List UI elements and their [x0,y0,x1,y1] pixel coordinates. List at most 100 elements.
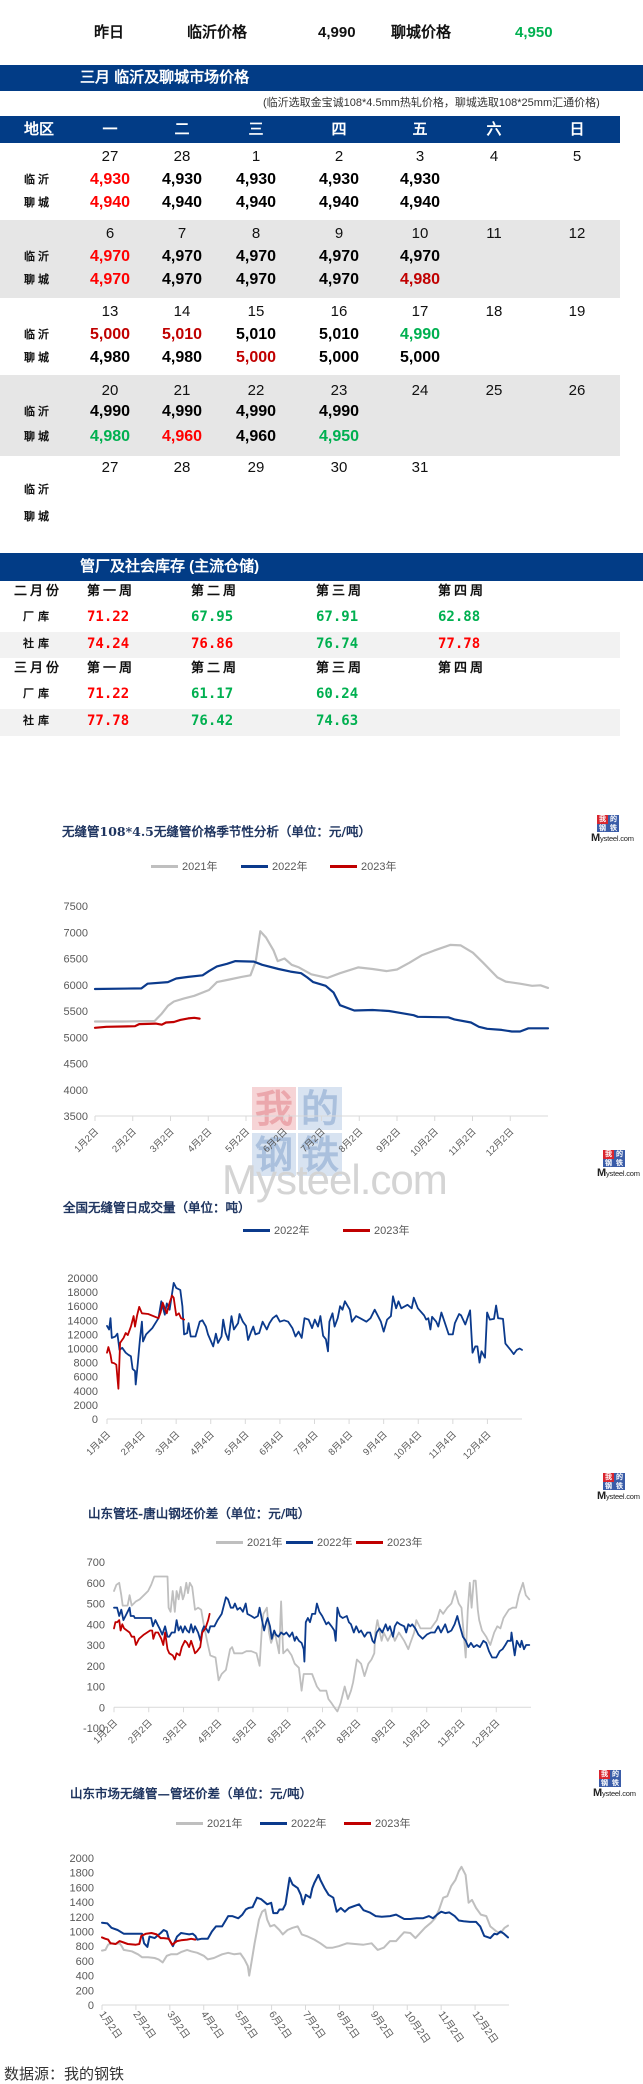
logo-tile: 铁 [614,1158,625,1167]
y-tick-label: 800 [76,1941,94,1953]
logo-tile: 钢 [597,823,608,832]
date-cell: 25 [485,382,503,399]
date-row: 20 21 22 23 24 25 26 [0,380,620,402]
y-tick-label: 6000 [74,1372,98,1384]
date-cell: 18 [485,303,503,320]
legend-label: 2023年 [387,1537,423,1549]
legend-label: 2023年 [375,1818,411,1830]
row-label-linyi: 临沂 [24,173,52,186]
price-cell: 4,950 [318,428,360,445]
mysteel-logo: 我的钢铁 Mysteel.com [593,1770,643,1800]
y-tick-label: 3500 [64,1111,88,1123]
x-tick-label: 4月2日 [186,1126,215,1155]
date-cell: 19 [568,303,586,320]
date-cell: 28 [173,459,191,476]
row-label-linyi: 临沂 [24,405,52,418]
x-tick-label: 12月4日 [461,1429,493,1461]
logo-tile: 铁 [614,1481,625,1490]
date-cell: 9 [334,225,344,242]
x-tick-label: 11月2日 [436,2009,466,2045]
price-cell: 5,010 [161,326,203,343]
y-tick-label: 600 [87,1578,105,1590]
week-label: 第二周 [191,584,240,599]
mysteel-logo: 我的钢铁 Mysteel.com [591,815,641,845]
watermark-tile: 铁 [298,1133,342,1176]
week-label: 第一周 [87,661,136,676]
legend-line-icon [243,1228,270,1232]
legend-line-icon [330,864,357,868]
col-header-wed: 三 [248,121,264,138]
row-label-liaocheng: 聊城 [24,273,52,286]
liaocheng-row: 聊城 [0,506,620,528]
price-cell: 4,970 [89,248,131,265]
liaocheng-price-label: 聊城价格 [391,24,452,41]
price-cell: 4,990 [89,403,131,420]
logo-text-m: M [591,832,600,844]
legend-item-2023: 2023年 [356,1535,422,1549]
date-cell: 30 [330,459,348,476]
logo-tile: 的 [610,1770,621,1779]
legend-item-2023: 2023年 [343,1223,409,1237]
price-cell: 4,980 [161,349,203,366]
logo-text-m: M [597,1167,606,1179]
x-tick-label: 1月2日 [72,1126,101,1155]
legend-item-2021: 2021年 [216,1535,282,1549]
price-cell: 4,990 [318,403,360,420]
col-header-region: 地区 [23,121,54,138]
week-label: 第三周 [316,661,365,676]
week-label: 第三周 [316,584,365,599]
logo-text: Mysteel.com [597,1167,640,1179]
x-tick-label: 5月4日 [223,1429,252,1458]
x-tick-label: 3月2日 [161,1718,190,1747]
x-tick-label: 2月2日 [130,2009,158,2041]
liaocheng-row: 聊城 4,980 4,960 4,960 4,950 [0,426,620,448]
x-tick-label: 10月2日 [400,1718,432,1750]
logo-tile: 的 [614,1473,625,1482]
x-tick-label: 8月4日 [327,1429,356,1458]
price-section-header: 三月 临沂及聊城市场价格 [0,65,643,91]
logo-text: Mysteel.com [593,1787,636,1799]
date-cell: 28 [173,148,191,165]
stock-value: 77.78 [87,713,130,729]
inventory-factory-row-feb: 厂库 71.22 67.95 67.91 62.88 [0,605,620,629]
x-tick-label: 10月4日 [392,1429,424,1461]
y-tick-label: 4000 [74,1386,98,1398]
date-cell: 26 [568,382,586,399]
price-cell: 4,970 [318,248,360,265]
linyi-row: 临沂 [0,479,620,501]
x-tick-label: 8月2日 [335,1718,364,1747]
legend-item-2022: 2022年 [243,1223,309,1237]
date-row: 6 7 8 9 10 11 12 [0,223,620,245]
week-label: 第四周 [438,584,487,599]
stock-value: 74.63 [316,713,359,729]
mysteel-logo: 我的钢铁 Mysteel.com [597,1150,643,1180]
date-cell: 29 [247,459,265,476]
price-section-title: 三月 临沂及聊城市场价格 [80,69,250,86]
price-cell: 4,970 [161,271,203,288]
date-cell: 22 [247,382,265,399]
y-tick-label: 12000 [67,1329,98,1341]
legend-item-2023: 2023年 [330,859,396,873]
date-cell: 12 [568,225,586,242]
logo-text-rest: ysteel.com [605,1169,640,1178]
x-tick-label: 7月4日 [292,1429,321,1458]
date-cell: 23 [330,382,348,399]
legend-line-icon [356,1540,383,1544]
price-cell: 4,930 [161,171,203,188]
col-header-mon: 一 [102,121,118,138]
x-tick-label: 6月4日 [257,1429,286,1458]
legend-item-2022: 2022年 [241,859,307,873]
date-cell: 10 [411,225,429,242]
chart-2-plot: 1月4日 2月4日 3月4日 4月4日 5月4日 6月4日 7月4日 8月4日 9月4日 10月4… [67,1273,523,1462]
date-cell: 6 [105,225,115,242]
price-cell: 5,000 [235,349,277,366]
logo-tiles-icon: 我的钢铁 [603,1473,625,1490]
price-cell: 4,940 [318,194,360,211]
chart-1-plot: 1月2日 2月2日 3月2日 4月2日 5月2日 6月2日 7月2日 8月2日 9月2日 10月2… [64,901,550,1159]
legend-label: 2021年 [182,861,218,873]
row-label-liaocheng: 聊城 [24,510,52,523]
x-tick-label: 3月2日 [148,1126,177,1155]
x-tick-label: 10月2日 [402,2009,433,2046]
date-cell: 3 [415,148,425,165]
y-tick-label: 100 [87,1682,105,1694]
